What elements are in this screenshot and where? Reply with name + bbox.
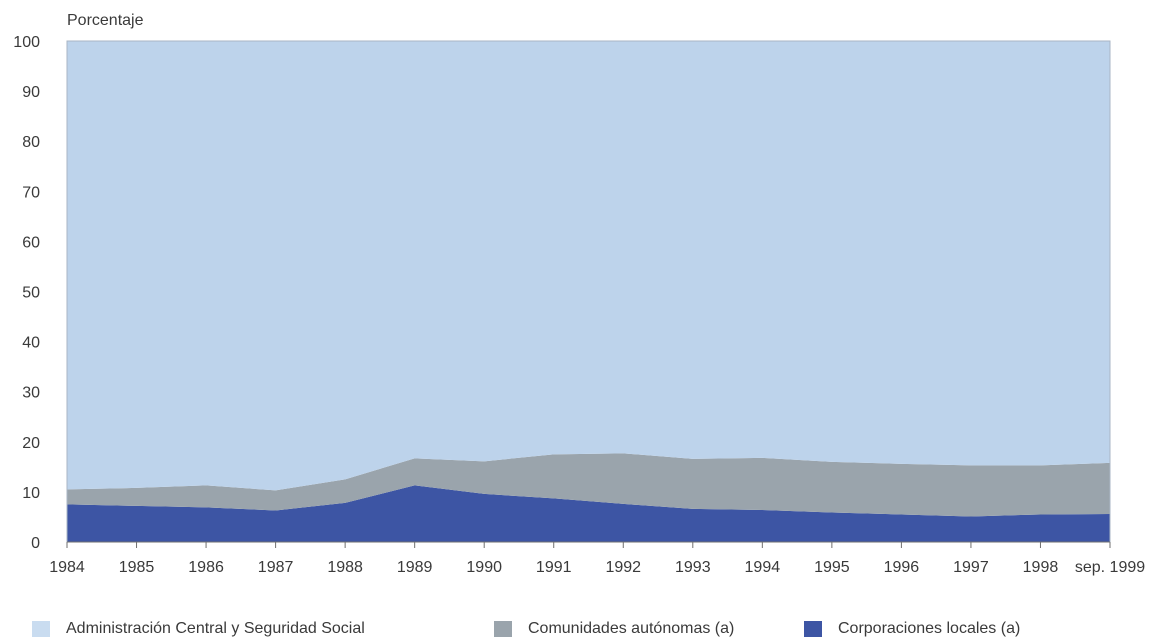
y-tick-label: 10	[22, 485, 40, 502]
legend-item-comunidades: Comunidades autónomas (a)	[494, 620, 734, 638]
legend-item-admin-central: Administración Central y Seguridad Socia…	[32, 620, 365, 638]
plot-area	[67, 41, 1110, 542]
legend-swatch-corporaciones	[804, 621, 822, 637]
area-corporaciones-locales-a	[67, 485, 1110, 542]
x-tick-label: 1989	[397, 559, 433, 576]
legend: Administración Central y Seguridad Socia…	[0, 620, 1159, 644]
legend-swatch-comunidades	[494, 621, 512, 637]
x-tick-label: 1985	[119, 559, 155, 576]
x-tick-label: 1991	[536, 559, 572, 576]
x-tick-label: 1987	[258, 559, 294, 576]
x-tick-label: 1988	[327, 559, 363, 576]
y-tick-label: 40	[22, 335, 40, 352]
y-axis-label: Porcentaje	[67, 12, 144, 29]
y-tick-label: 100	[13, 34, 40, 51]
x-tick-label: 1996	[884, 559, 920, 576]
axes: 0 10 20 30 40 50 60 70 80 90 100 1984 1985 1986 1987 19…	[13, 34, 1145, 576]
y-tick-label: 70	[22, 184, 40, 201]
y-tick-label: 30	[22, 385, 40, 402]
x-tick-label: 1998	[1023, 559, 1059, 576]
y-tick-label: 50	[22, 285, 40, 302]
x-tick-label: sep. 1999	[1075, 559, 1145, 576]
x-tick-label: 1984	[49, 559, 85, 576]
x-tick-label: 1990	[466, 559, 502, 576]
x-tick-label: 1994	[745, 559, 781, 576]
legend-label-comunidades: Comunidades autónomas (a)	[528, 620, 735, 637]
x-tick-label: 1997	[953, 559, 989, 576]
y-tick-label: 0	[31, 535, 40, 552]
x-tick-label: 1992	[605, 559, 641, 576]
x-tick-label: 1993	[675, 559, 711, 576]
legend-label-corporaciones: Corporaciones locales (a)	[838, 620, 1021, 637]
area-comunidades-autonomas-a	[67, 453, 1110, 517]
area-administracion-central-y-seguridad-social	[67, 41, 1110, 491]
legend-swatch-admin-central	[32, 621, 50, 637]
legend-label-admin-central: Administración Central y Seguridad Socia…	[66, 620, 365, 637]
y-tick-label: 80	[22, 134, 40, 151]
y-tick-label: 60	[22, 234, 40, 251]
x-tick-label: 1995	[814, 559, 850, 576]
y-tick-label: 90	[22, 84, 40, 101]
y-tick-label: 20	[22, 435, 40, 452]
legend-item-corporaciones: Corporaciones locales (a)	[804, 620, 1020, 638]
x-tick-label: 1986	[188, 559, 224, 576]
